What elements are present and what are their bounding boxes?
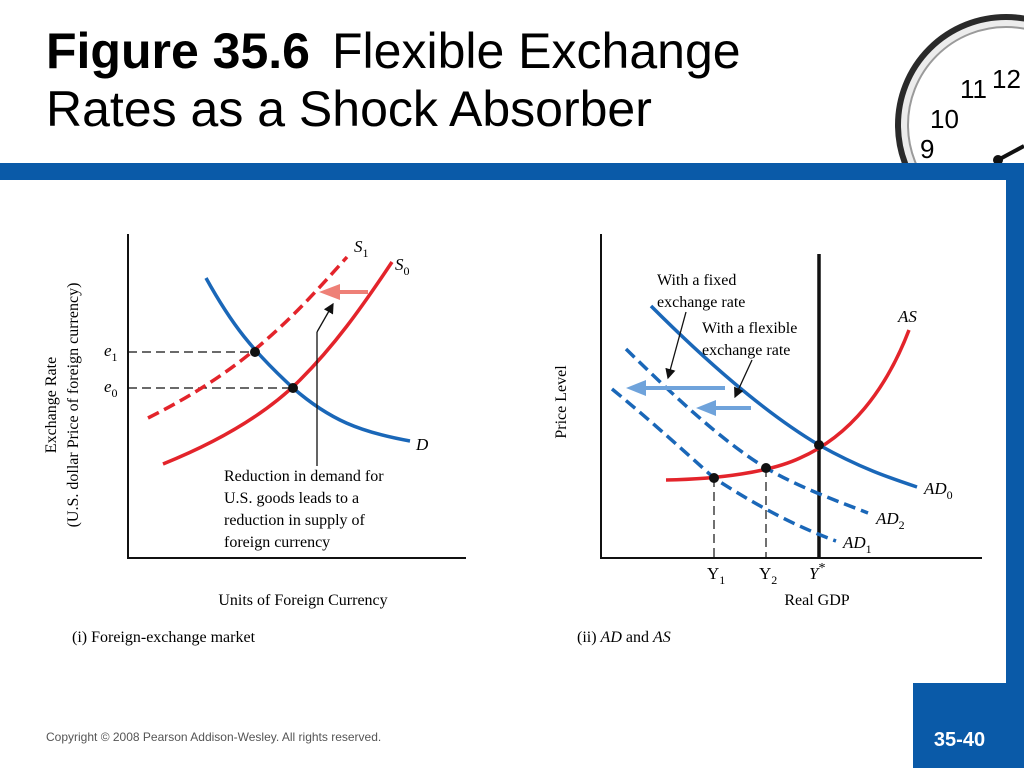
- annotation-line-3: reduction in supply of: [224, 512, 366, 529]
- panel-i-x-label: Units of Foreign Currency: [218, 592, 387, 609]
- panel-ii-y-label: Price Level: [553, 365, 570, 439]
- slide-title: Figure 35.6 Flexible Exchange Rates as a …: [46, 22, 741, 138]
- ad1-curve: [610, 387, 837, 543]
- clock-numeral-9: 9: [920, 134, 934, 163]
- label-fixed-2: exchange rate: [657, 294, 745, 311]
- label-flexible-2: exchange rate: [702, 342, 790, 359]
- tick-y2: Y2: [759, 564, 777, 587]
- figure-number: Figure 35.6: [46, 23, 310, 79]
- title-line2: Rates as a Shock Absorber: [46, 81, 652, 137]
- panel-i-caption: (i) Foreign-exchange market: [72, 629, 256, 646]
- label-s0: S0: [395, 255, 410, 278]
- annotation-pointer-tip: [316, 302, 334, 333]
- equilibrium-y1: [709, 473, 719, 483]
- panel-i-y-label-1: Exchange Rate: [43, 357, 60, 453]
- fixed-rate-pointer: [665, 311, 687, 380]
- ad-shift-flexible-head: [696, 400, 716, 416]
- tick-y1: Y1: [707, 564, 725, 587]
- ad2-curve: [624, 347, 869, 515]
- title-line1: Flexible Exchange: [332, 23, 741, 79]
- supply-curve-s1: [147, 255, 349, 420]
- equilibrium-e1: [250, 347, 260, 357]
- annotation-line-4: foreign currency: [224, 534, 330, 551]
- clock-numeral-12: 12: [992, 64, 1021, 94]
- label-d: D: [415, 435, 429, 454]
- clock-numeral-10: 10: [930, 104, 959, 134]
- tick-e0: e0: [104, 377, 118, 400]
- panel-ii-x-label: Real GDP: [784, 592, 849, 609]
- panel-i-y-label-2: (U.S. dollar Price of foreign currency): [65, 283, 82, 528]
- equilibrium-e0: [288, 383, 298, 393]
- right-band: [1006, 180, 1024, 768]
- tick-e1: e1: [104, 341, 118, 364]
- label-ad2: AD2: [875, 509, 905, 532]
- supply-curve-s0: [162, 261, 394, 466]
- label-s1: S1: [354, 237, 369, 260]
- clock-numeral-11: 11: [960, 74, 987, 104]
- supply-shift-arrow-head: [319, 284, 340, 300]
- header-band: [0, 163, 1024, 180]
- ad-shift-fixed-head: [626, 380, 646, 396]
- panel-ad-as: With a fixed exchange rate With a flexib…: [553, 234, 982, 646]
- flexible-rate-pointer: [734, 359, 753, 399]
- label-fixed-1: With a fixed: [657, 272, 736, 289]
- label-flexible-1: With a flexible: [702, 320, 797, 337]
- demand-curve-d: [204, 277, 411, 443]
- tick-ystar: Y*: [809, 561, 825, 583]
- annotation-line-1: Reduction in demand for: [224, 468, 384, 485]
- panel-ii-caption: (ii) AD and AS: [577, 629, 671, 646]
- label-ad1: AD1: [842, 533, 872, 556]
- copyright-notice: Copyright © 2008 Pearson Addison-Wesley.…: [46, 730, 382, 744]
- equilibrium-y2: [761, 463, 771, 473]
- label-as: AS: [897, 307, 917, 326]
- ad0-curve: [649, 304, 918, 489]
- equilibrium-ystar: [814, 440, 824, 450]
- panel-foreign-exchange: S1 S0 D e1 e0 Exchange Rate (U.S. dollar…: [43, 234, 466, 646]
- label-ad0: AD0: [923, 479, 953, 502]
- clock-icon: 12 11 10 9: [895, 14, 1024, 163]
- page-number: 35-40: [913, 683, 1006, 768]
- annotation-line-2: U.S. goods leads to a: [224, 490, 359, 507]
